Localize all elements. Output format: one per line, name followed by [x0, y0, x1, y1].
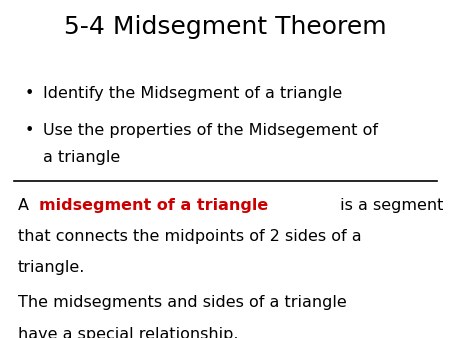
- Text: is a segment: is a segment: [335, 198, 443, 213]
- Text: 5-4 Midsegment Theorem: 5-4 Midsegment Theorem: [64, 15, 386, 39]
- Text: •: •: [25, 123, 34, 138]
- Text: midsegment of a triangle: midsegment of a triangle: [39, 198, 268, 213]
- Text: triangle.: triangle.: [18, 260, 86, 275]
- Text: a triangle: a triangle: [43, 150, 120, 165]
- Text: Identify the Midsegment of a triangle: Identify the Midsegment of a triangle: [43, 86, 342, 101]
- Text: have a special relationship.: have a special relationship.: [18, 327, 239, 338]
- Text: that connects the midpoints of 2 sides of a: that connects the midpoints of 2 sides o…: [18, 229, 362, 244]
- Text: Use the properties of the Midsegement of: Use the properties of the Midsegement of: [43, 123, 378, 138]
- Text: The midsegments and sides of a triangle: The midsegments and sides of a triangle: [18, 295, 347, 310]
- Text: •: •: [25, 86, 34, 101]
- Text: A: A: [18, 198, 34, 213]
